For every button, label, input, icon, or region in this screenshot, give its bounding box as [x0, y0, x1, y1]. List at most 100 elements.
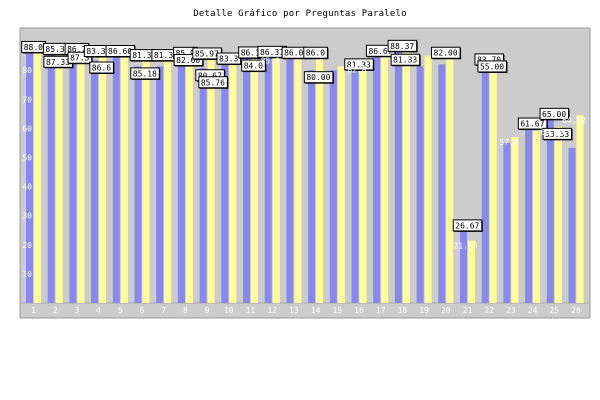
- data-label: 83.3: [219, 55, 238, 64]
- bar-s1-17: [373, 50, 381, 303]
- x-tick-label: 15: [332, 306, 342, 315]
- x-tick-label: 7: [161, 306, 166, 315]
- data-label: 85.76: [201, 78, 225, 87]
- data-label-box: 86.0: [281, 46, 307, 60]
- data-label-box: 82.00: [431, 46, 462, 60]
- bar-s2-4: [99, 50, 107, 303]
- data-label-box: 26.67: [452, 219, 483, 232]
- bar-s2-7: [164, 55, 172, 303]
- y-tick-label: 50: [22, 154, 32, 163]
- data-label: 86.31: [260, 48, 284, 57]
- y-tick-label: 80: [22, 66, 32, 75]
- data-label-box: 86.6: [89, 61, 115, 75]
- bar-s2-2: [55, 48, 63, 303]
- x-tick-label: 20: [441, 306, 451, 315]
- bars-layer: [26, 45, 584, 304]
- bar-s1-8: [177, 53, 185, 303]
- data-label-plain: 57.0: [499, 138, 518, 147]
- x-tick-label: 8: [183, 306, 188, 315]
- bar-s1-26: [568, 147, 576, 303]
- bar-s2-3: [77, 48, 85, 303]
- x-tick-label: 26: [571, 306, 581, 315]
- x-tick-label: 23: [506, 306, 516, 315]
- x-tick-label: 24: [528, 306, 538, 315]
- data-label-box: 81.3: [129, 49, 155, 62]
- x-tick-label: 5: [118, 306, 123, 315]
- data-label: 81.33: [393, 56, 417, 65]
- bar-s2-19: [424, 55, 432, 304]
- bar-s1-2: [47, 54, 55, 303]
- data-label-box: 80.00: [303, 71, 334, 84]
- data-label: 86.0: [306, 49, 325, 58]
- data-label-box: 84.0: [241, 59, 267, 73]
- y-tick-label: 20: [22, 241, 32, 250]
- bar-s2-25: [554, 126, 562, 303]
- x-tick-label: 11: [246, 306, 256, 315]
- bar-s2-10: [229, 58, 237, 304]
- data-label: 87.3: [70, 54, 89, 63]
- y-tick-label: 60: [22, 124, 32, 133]
- data-label-box: 86.0: [303, 46, 329, 60]
- y-tick-labels: 10 20 30 40 50 60 70 80: [22, 66, 32, 279]
- data-label: 83.33: [86, 47, 110, 56]
- data-label-box: 88.37: [387, 39, 418, 53]
- bar-s2-14: [316, 52, 324, 303]
- bar-s2-26: [576, 115, 584, 304]
- data-label: 86.0: [284, 49, 303, 58]
- data-label-box: 53.33: [542, 127, 573, 141]
- bar-s1-14: [308, 70, 316, 303]
- data-label-box: 82.00: [173, 54, 204, 67]
- y-tick-label: 30: [22, 212, 32, 221]
- data-label-box: 88.0: [21, 40, 47, 54]
- bar-s1-3: [69, 50, 77, 303]
- bar-s2-18: [402, 52, 410, 303]
- data-label: 26.67: [455, 221, 479, 230]
- bar-s1-19: [416, 66, 424, 303]
- data-label-box: 65.00: [539, 107, 570, 121]
- bar-s1-6: [134, 66, 142, 304]
- data-label-plain: 85.0: [261, 57, 280, 66]
- bar-s2-1: [34, 48, 41, 303]
- bar-s2-15: [337, 66, 345, 303]
- x-tick-label: 16: [354, 306, 364, 315]
- x-tick-label: 22: [484, 306, 494, 315]
- x-tick-label: 17: [376, 306, 386, 315]
- x-tick-label: 18: [398, 306, 408, 315]
- data-label: 80.67: [198, 71, 222, 80]
- bar-s2-13: [294, 55, 302, 304]
- bar-s1-7: [156, 66, 164, 304]
- data-label-box: 61.67: [517, 117, 548, 131]
- bar-s1-11: [243, 52, 250, 303]
- x-tick-label: 3: [74, 306, 79, 315]
- chart-title: Detalle Gráfico por Preguntas Paralelo: [193, 9, 407, 19]
- bar-s1-20: [438, 64, 446, 303]
- data-label: 85.3: [45, 45, 64, 54]
- bar-s1-12: [264, 51, 272, 304]
- data-label: 86.7: [67, 45, 86, 54]
- bar-s2-12: [272, 55, 280, 304]
- bar-s1-18: [394, 45, 402, 304]
- x-tick-label: 1: [31, 306, 36, 315]
- data-label-plain: 64.52: [562, 116, 586, 125]
- data-label: 81.33: [347, 60, 371, 69]
- data-label-box: 85.3: [42, 42, 68, 56]
- data-label-plain: 60.53: [540, 128, 564, 137]
- x-tick-label: 19: [419, 306, 429, 315]
- data-label: 82.00: [176, 56, 200, 65]
- data-label: 81.3: [154, 51, 173, 60]
- data-label-box: 85.76: [198, 76, 229, 89]
- data-label-box: 81.3: [151, 49, 177, 62]
- data-label: 85.97: [195, 49, 219, 58]
- bar-s1-25: [546, 113, 554, 303]
- data-label: 87.33: [46, 58, 70, 67]
- data-label-box: 55.00: [477, 60, 508, 73]
- data-label-box: 83.3: [216, 52, 242, 66]
- data-label-plain: 82.0: [347, 65, 366, 74]
- data-label: 81.3: [132, 51, 151, 60]
- x-tick-labels: 1 2 3 4 5 6 7 8 9 10 11 12 13 14 15 16 17 18 19 20 21 22 23 24 2…: [31, 306, 581, 315]
- y-tick-label: 40: [22, 183, 32, 192]
- x-tick-label: 10: [224, 306, 234, 315]
- bar-s1-22: [481, 59, 489, 303]
